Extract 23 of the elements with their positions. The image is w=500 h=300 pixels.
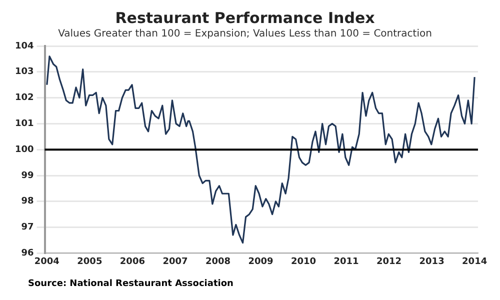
- chart-subtitle: Values Greater than 100 = Expansion; Values Less than 100 = Contraction: [58, 28, 432, 40]
- x-tick-label: 2004: [34, 256, 60, 267]
- x-tick-label: 2014: [462, 256, 488, 267]
- x-tick-label: 2010: [290, 256, 316, 267]
- x-tick-label: 2012: [376, 256, 402, 267]
- y-tick-label: 100: [14, 144, 34, 155]
- y-tick-label: 102: [14, 93, 34, 104]
- y-tick-label: 97: [21, 222, 34, 233]
- y-tick-label: 99: [21, 170, 34, 181]
- y-tick-label: 104: [14, 41, 34, 52]
- x-tick-label: 2007: [162, 256, 188, 267]
- x-tick-label: 2005: [77, 256, 102, 267]
- x-tick-label: 2006: [120, 256, 145, 267]
- source-note: Source: National Restaurant Association: [28, 278, 234, 289]
- x-tick-label: 2008: [205, 256, 231, 267]
- x-tick-label: 2009: [248, 256, 274, 267]
- x-tick-label: 2011: [334, 256, 359, 267]
- y-tick-label: 96: [21, 248, 34, 259]
- chart-title: Restaurant Performance Index: [115, 8, 376, 27]
- x-tick-label: 2013: [419, 256, 444, 267]
- y-tick-label: 98: [21, 196, 34, 207]
- y-tick-label: 101: [14, 119, 34, 130]
- y-tick-label: 103: [14, 67, 34, 78]
